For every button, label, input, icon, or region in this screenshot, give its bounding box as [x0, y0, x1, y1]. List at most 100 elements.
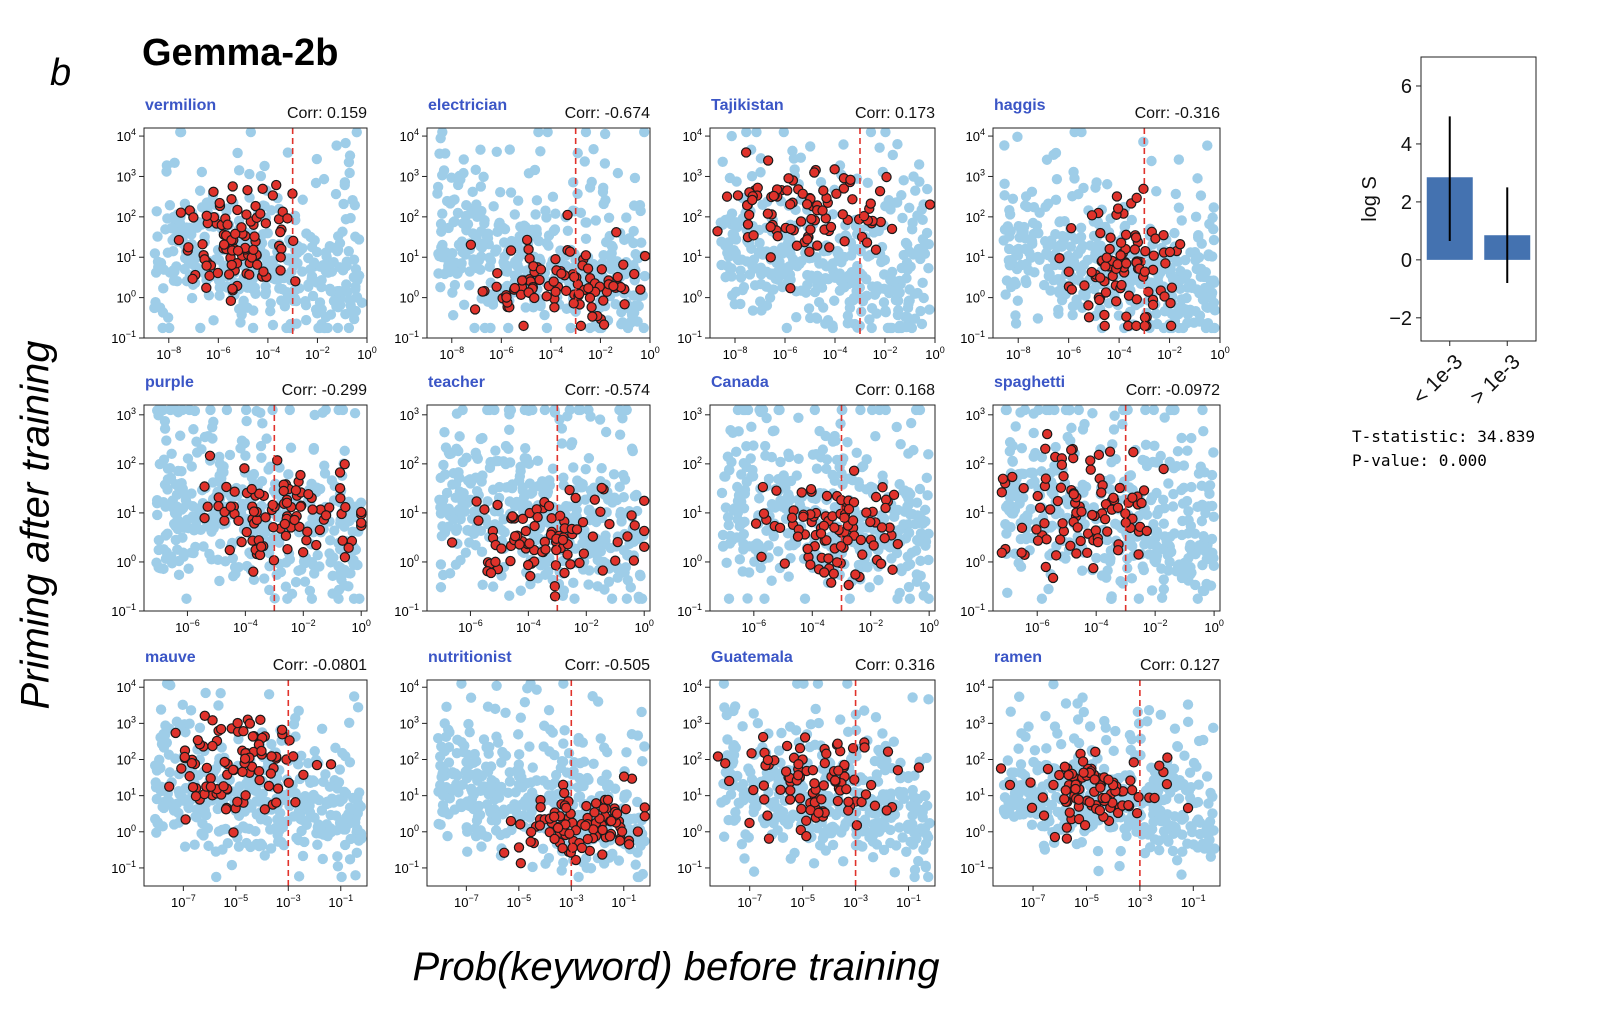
background-point: [482, 405, 492, 415]
keyword-point: [818, 206, 827, 215]
background-point: [519, 220, 529, 230]
background-point: [863, 178, 873, 188]
keyword-point: [550, 812, 559, 821]
background-point: [288, 296, 298, 306]
background-point: [559, 725, 569, 735]
background-point: [471, 165, 481, 175]
keyword-point: [1017, 523, 1026, 532]
background-point: [174, 556, 184, 566]
background-point: [278, 822, 288, 832]
keyword-point: [630, 269, 639, 278]
keyword-point: [856, 535, 865, 544]
background-point: [1207, 212, 1217, 222]
keyword-point: [250, 232, 259, 241]
background-point: [234, 165, 244, 175]
keyword-point: [997, 488, 1006, 497]
keyword-point: [596, 507, 605, 516]
background-point: [748, 305, 758, 315]
background-point: [524, 459, 534, 469]
keyword-point: [1097, 488, 1106, 497]
keyword-point: [565, 829, 574, 838]
background-point: [718, 541, 728, 551]
background-point: [852, 448, 862, 458]
background-point: [1198, 426, 1208, 436]
keyword-point: [206, 782, 215, 791]
keyword-point: [203, 502, 212, 511]
background-point: [600, 158, 610, 168]
background-point: [621, 562, 631, 572]
background-point: [885, 275, 895, 285]
keyword-point: [822, 491, 831, 500]
background-point: [1008, 194, 1018, 204]
background-point: [847, 475, 857, 485]
background-point: [1000, 289, 1010, 299]
background-point: [485, 323, 495, 333]
background-point: [735, 299, 745, 309]
keyword-point: [336, 494, 345, 503]
background-point: [820, 318, 830, 328]
background-point: [332, 851, 342, 861]
keyword-point: [526, 571, 535, 580]
background-point: [283, 469, 293, 479]
keyword-point: [859, 212, 868, 221]
background-point: [328, 571, 338, 581]
background-point: [215, 688, 225, 698]
keyword-point: [1041, 444, 1050, 453]
background-point: [1209, 561, 1219, 571]
background-point: [1193, 230, 1203, 240]
background-point: [505, 776, 515, 786]
keyword-point: [242, 527, 251, 536]
background-point: [470, 749, 480, 759]
background-point: [183, 564, 193, 574]
background-point: [760, 441, 770, 451]
background-point: [888, 150, 898, 160]
background-point: [244, 169, 254, 179]
keyword-point: [866, 199, 875, 208]
keyword-point: [1033, 491, 1042, 500]
background-point: [731, 447, 741, 457]
keyword-point: [516, 859, 525, 868]
x-tick-label: 10−4: [1084, 618, 1109, 635]
keyword-point: [544, 501, 553, 510]
background-point: [633, 730, 643, 740]
keyword-point: [219, 240, 228, 249]
keyword-point: [285, 736, 294, 745]
background-point: [630, 173, 640, 183]
background-point: [520, 443, 530, 453]
keyword-point: [530, 293, 539, 302]
keyword-point: [289, 752, 298, 761]
keyword-point: [1141, 247, 1150, 256]
keyword-point: [206, 774, 215, 783]
background-point: [237, 435, 247, 445]
background-point: [525, 795, 535, 805]
x-tick-label: 10−8: [1006, 345, 1031, 362]
background-point: [331, 189, 341, 199]
background-point: [180, 841, 190, 851]
background-point: [349, 691, 359, 701]
background-point: [475, 241, 485, 251]
background-point: [892, 139, 902, 149]
background-point: [1147, 585, 1157, 595]
background-point: [217, 844, 227, 854]
y-tick-label: 100: [966, 289, 985, 306]
background-point: [852, 261, 862, 271]
keyword-point: [500, 848, 509, 857]
background-point: [572, 189, 582, 199]
keyword-point: [581, 821, 590, 830]
keyword-point: [219, 782, 228, 791]
background-point: [725, 173, 735, 183]
background-point: [171, 261, 181, 271]
background-point: [457, 405, 467, 415]
background-point: [896, 566, 906, 576]
background-point: [999, 140, 1009, 150]
background-point: [1208, 275, 1218, 285]
keyword-point: [829, 569, 838, 578]
background-point: [724, 594, 734, 604]
background-point: [459, 154, 469, 164]
y-tick-label: 103: [966, 406, 985, 423]
background-point: [167, 223, 177, 233]
background-point: [763, 540, 773, 550]
keyword-point: [713, 227, 722, 236]
background-point: [567, 437, 577, 447]
keyword-point: [234, 516, 243, 525]
